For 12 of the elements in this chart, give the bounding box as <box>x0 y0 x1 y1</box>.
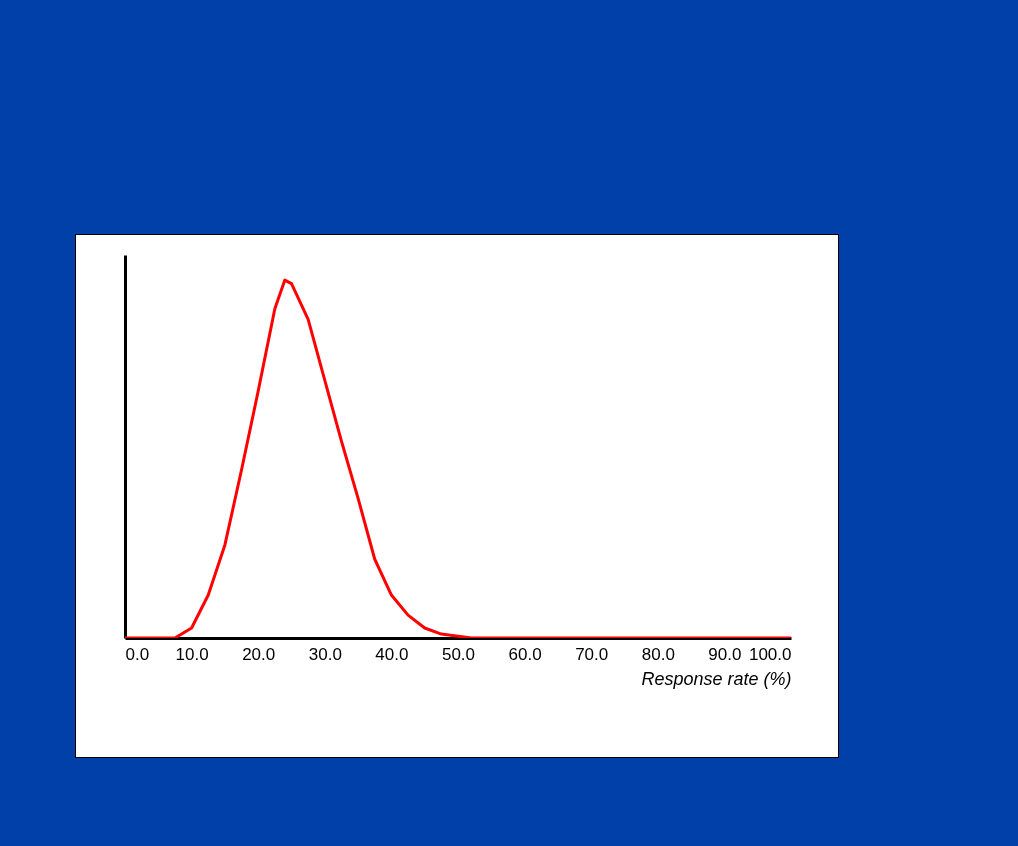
x-tick-label: 30.0 <box>308 644 342 664</box>
x-tick-label: 90.0 <box>708 644 742 664</box>
x-tick-label: 40.0 <box>375 644 409 664</box>
x-tick-label: 100.0 <box>748 644 792 664</box>
x-tick-label: 20.0 <box>242 644 276 664</box>
x-tick-label: 60.0 <box>508 644 542 664</box>
x-tick-label: 80.0 <box>641 644 675 664</box>
x-axis-title: Response rate (%) <box>641 668 792 689</box>
x-tick-label: 70.0 <box>575 644 609 664</box>
x-tick-label: 10.0 <box>175 644 209 664</box>
x-tick-label: 50.0 <box>441 644 476 664</box>
x-tick-label: 0.0 <box>125 644 150 664</box>
